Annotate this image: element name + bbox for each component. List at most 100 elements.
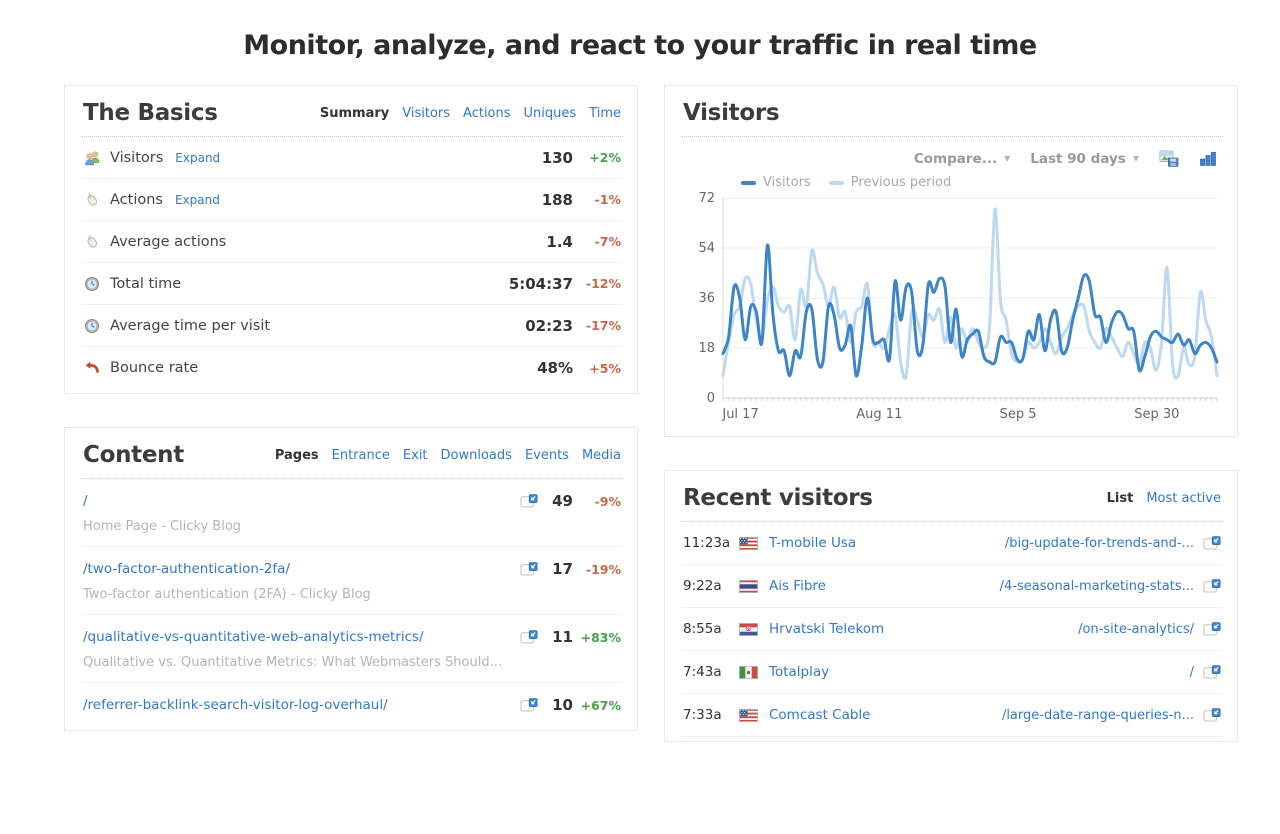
- date-range-label: Last 90 days: [1030, 150, 1126, 167]
- metric-label: Average actions: [110, 233, 227, 250]
- visitor-page-link[interactable]: /on-site-analytics/: [1078, 621, 1194, 637]
- recent-visitors-tabs: List Most active: [1107, 491, 1221, 506]
- visit-time: 7:33a: [683, 707, 722, 723]
- page-visitors-icon[interactable]: [520, 698, 538, 712]
- visitor-isp-link[interactable]: T-mobile Usa: [769, 535, 857, 551]
- page-visitors-icon[interactable]: [1203, 622, 1221, 636]
- metric-change: +5%: [589, 360, 621, 376]
- page-visitors-icon[interactable]: [520, 630, 538, 644]
- content-row-main: /qualitative-vs-quantitative-web-analyti…: [83, 628, 621, 646]
- content-row-main: /referrer-backlink-search-visitor-log-ov…: [83, 696, 621, 714]
- tab-entrance[interactable]: Entrance: [331, 447, 390, 463]
- visitor-page-link[interactable]: /4-seasonal-marketing-stats...: [999, 578, 1194, 594]
- page-path-link[interactable]: /two-factor-authentication-2fa/: [83, 561, 290, 577]
- visit-time: 8:55a: [683, 621, 722, 637]
- visitor-page-link[interactable]: /large-date-range-queries-n...: [1001, 707, 1194, 723]
- content-row: /qualitative-vs-quantitative-web-analyti…: [81, 615, 623, 683]
- content-row: /two-factor-authentication-2fa/17 -19% Two…: [81, 547, 623, 615]
- compare-dropdown[interactable]: Compare... ▼: [914, 151, 1010, 167]
- content-title: Content: [83, 442, 184, 468]
- metric-value: 1.4: [546, 232, 573, 251]
- basics-panel-header: The Basics Summary Visitors Actions Uniques…: [81, 96, 623, 137]
- legend-label: Visitors: [763, 175, 811, 190]
- page-path-link[interactable]: /: [83, 493, 88, 509]
- tab-exit[interactable]: Exit: [402, 447, 428, 463]
- tab-visitors[interactable]: Visitors: [402, 105, 451, 121]
- page-visitors-icon[interactable]: [1203, 579, 1221, 593]
- content-panel: Content Pages Entrance Exit Downloads Events…: [64, 427, 638, 731]
- content-row: /referrer-backlink-search-visitor-log-ov…: [81, 683, 623, 726]
- page-change: -19%: [585, 561, 621, 577]
- basics-title: The Basics: [83, 100, 218, 126]
- visitor-isp-link[interactable]: Hrvatski Telekom: [769, 621, 885, 637]
- visitor-row: 7:33a Comcast Cable/large-date-range-quer…: [681, 694, 1223, 737]
- svg-text:72: 72: [698, 191, 715, 206]
- chart-legend: Visitors Previous period: [681, 169, 1223, 190]
- metric-value: 5:04:37: [508, 274, 573, 293]
- expand-link[interactable]: Expand: [174, 192, 220, 207]
- tab-events[interactable]: Events: [524, 447, 569, 463]
- page-visitors-icon[interactable]: [1203, 665, 1221, 679]
- metric-change: +2%: [589, 150, 621, 165]
- visitor-isp-link[interactable]: Totalplay: [769, 664, 830, 680]
- visitor-isp-link[interactable]: Comcast Cable: [769, 707, 871, 723]
- page-view-count: 17: [552, 560, 573, 578]
- page-visitors-icon[interactable]: [520, 562, 538, 576]
- content-row: / 49 -9% Home Page - Clicky Blog: [81, 479, 623, 547]
- page-change: +83%: [580, 629, 621, 645]
- tab-list[interactable]: List: [1106, 490, 1134, 506]
- main-columns: The Basics Summary Visitors Actions Uniques…: [0, 85, 1280, 775]
- svg-text:36: 36: [698, 291, 715, 306]
- basics-row: Total time 5:04:37 -12%: [81, 263, 623, 305]
- date-range-dropdown[interactable]: Last 90 days ▼: [1030, 151, 1139, 167]
- flag-th-icon: [739, 579, 758, 593]
- page-title-subtitle: Qualitative vs. Quantitative Metrics: Wh…: [83, 655, 502, 670]
- page-path-link[interactable]: /referrer-backlink-search-visitor-log-ov…: [83, 697, 388, 713]
- tab-pages[interactable]: Pages: [274, 447, 319, 463]
- visitors-chart: 0 18 36 54 72 Jul 17 Aug 11 Sep 5 Sep 30: [681, 190, 1223, 432]
- tab-uniques[interactable]: Uniques: [523, 105, 577, 121]
- visitor-row: 8:55a Hrvatski Telekom/on-site-analytics/: [681, 608, 1223, 651]
- tab-actions[interactable]: Actions: [463, 105, 511, 121]
- metric-label: Average time per visit: [110, 317, 271, 334]
- tab-downloads[interactable]: Downloads: [440, 447, 512, 463]
- basics-tabs: Summary Visitors Actions Uniques Time: [320, 106, 621, 121]
- tab-most-active[interactable]: Most active: [1146, 490, 1221, 506]
- bar-chart-icon[interactable]: [1199, 151, 1217, 166]
- flag-us-icon: [739, 536, 758, 550]
- content-rows: / 49 -9% Home Page - Clicky Blog/two-factor…: [81, 479, 623, 726]
- metric-label: Total time: [110, 275, 182, 292]
- visit-time: 7:43a: [683, 664, 722, 680]
- page-change: +67%: [580, 697, 621, 713]
- visit-time: 9:22a: [683, 578, 722, 594]
- page-visitors-icon[interactable]: [1203, 708, 1221, 722]
- visitor-page-link[interactable]: /big-update-for-trends-and-...: [1004, 535, 1194, 551]
- visitors-icon: [83, 149, 101, 166]
- expand-link[interactable]: Expand: [175, 150, 221, 165]
- legend-label: Previous period: [850, 175, 952, 190]
- tab-media[interactable]: Media: [581, 447, 621, 463]
- tab-summary[interactable]: Summary: [319, 105, 390, 121]
- svg-text:Aug 11: Aug 11: [856, 407, 902, 422]
- page-visitors-icon[interactable]: [520, 494, 538, 508]
- recent-visitor-rows: 11:23a T-mobile Usa/big-update-for-trends…: [681, 522, 1223, 737]
- page-path-link[interactable]: /qualitative-vs-quantitative-web-analyti…: [83, 629, 424, 645]
- page-visitors-icon[interactable]: [1203, 536, 1221, 550]
- legend-swatch: [828, 180, 844, 185]
- visitor-isp-link[interactable]: Ais Fibre: [769, 578, 826, 594]
- content-panel-header: Content Pages Entrance Exit Downloads Events…: [81, 438, 623, 479]
- page-view-count: 49: [552, 492, 573, 510]
- series-line-visitors: [721, 243, 1219, 378]
- basics-row: Average actions 1.4 -7%: [81, 221, 623, 263]
- export-image-icon[interactable]: [1159, 150, 1179, 167]
- right-column: Visitors Compare... ▼ Last 90 days ▼ Vis…: [664, 85, 1238, 775]
- visitor-page-link[interactable]: /: [1189, 664, 1194, 680]
- visitor-row: 7:43a Totalplay /: [681, 651, 1223, 694]
- visitors-panel: Visitors Compare... ▼ Last 90 days ▼ Vis…: [664, 85, 1238, 437]
- mouse-icon: [83, 191, 101, 208]
- tab-time[interactable]: Time: [589, 105, 621, 121]
- flag-hr-icon: [739, 622, 758, 636]
- chevron-down-icon: ▼: [1132, 154, 1139, 163]
- page-view-count: 11: [552, 628, 573, 646]
- basics-rows: Visitors Expand 130 +2% Actions Expand 188 -1% A…: [81, 137, 623, 389]
